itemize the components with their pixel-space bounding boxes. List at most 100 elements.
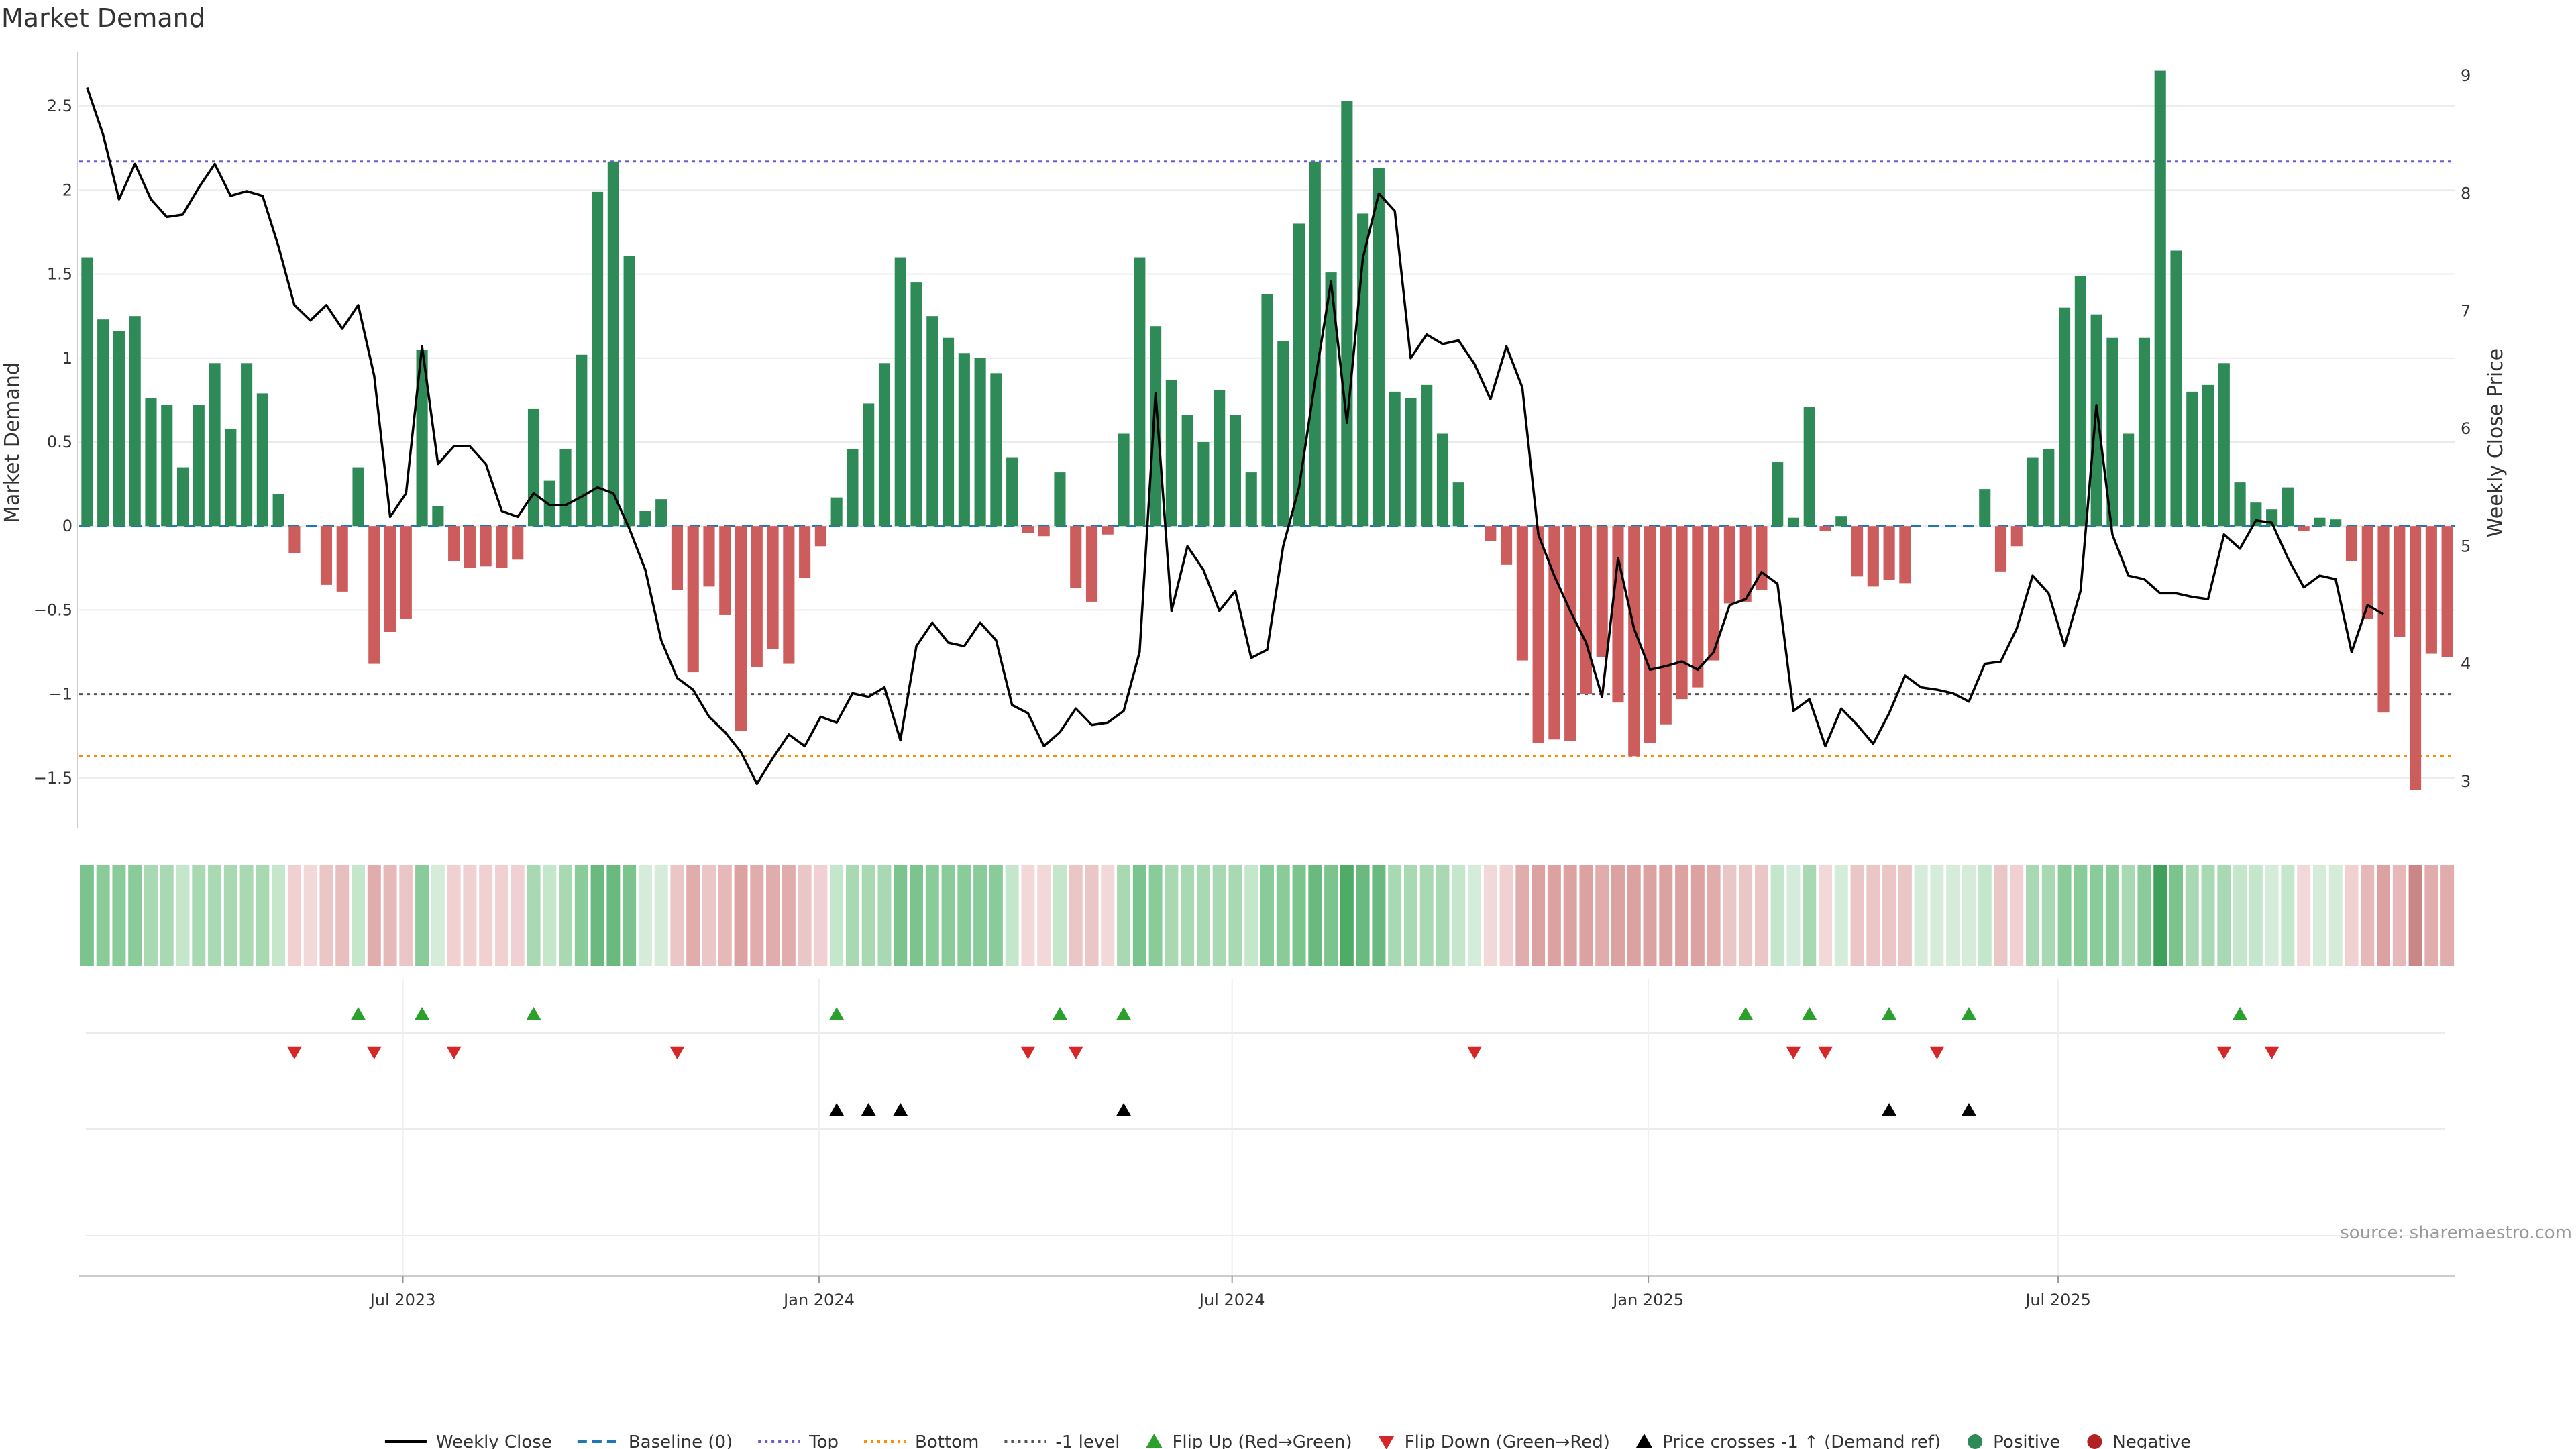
- strip-cell: [2153, 865, 2167, 966]
- y-tick-label: 2.5: [47, 97, 72, 115]
- strip-cell: [814, 865, 828, 966]
- demand-bar: [1373, 168, 1385, 527]
- y-tick-label: 0.5: [47, 433, 72, 451]
- strip-cell: [606, 865, 621, 966]
- strip-cell: [1196, 865, 1210, 966]
- flip-up-marker: [1961, 1007, 1976, 1020]
- demand-bar: [1979, 489, 1991, 527]
- demand-bar: [2027, 457, 2039, 527]
- flip-down-marker: [1467, 1046, 1483, 1059]
- legend-label: Price crosses -1 ↑ (Demand ref): [1662, 1432, 1941, 1449]
- legend-item: Weekly Close: [384, 1432, 552, 1449]
- demand-bar: [1070, 526, 1082, 588]
- demand-bar: [384, 526, 396, 632]
- demand-bar: [1692, 526, 1704, 688]
- strip-cell: [2105, 865, 2119, 966]
- strip-cell: [2377, 865, 2391, 966]
- y-tick-label: −1: [49, 685, 72, 704]
- demand-bar: [1006, 457, 1018, 527]
- y2-tick-label: 3: [2461, 772, 2471, 791]
- demand-bar: [2330, 519, 2342, 527]
- y-tick-label: 2: [62, 180, 72, 199]
- strip-cell: [1898, 865, 1912, 966]
- demand-bar: [352, 467, 364, 527]
- demand-bar: [559, 449, 572, 527]
- strip-cell: [1563, 865, 1577, 966]
- strip-cell: [686, 865, 700, 966]
- strip-cell: [176, 865, 190, 966]
- demand-bar: [2154, 70, 2166, 527]
- strip-cell: [287, 865, 301, 966]
- demand-bar: [241, 363, 253, 527]
- strip-cell: [1053, 865, 1067, 966]
- demand-bar: [1165, 380, 1177, 527]
- flip-down-marker: [286, 1046, 302, 1059]
- strip-cell: [383, 865, 397, 966]
- y2-axis-title: Weekly Close Price: [2484, 348, 2508, 537]
- strip-cell: [766, 865, 780, 966]
- legend-swatch-down-triangle: [1378, 1436, 1395, 1449]
- demand-bar: [1819, 526, 1831, 531]
- demand-bar: [990, 373, 1002, 527]
- strip-cell: [1403, 865, 1417, 966]
- demand-bar: [1739, 526, 1752, 602]
- strip-cell: [431, 865, 445, 966]
- demand-bar: [1723, 526, 1735, 604]
- legend-label: -1 level: [1055, 1432, 1120, 1449]
- demand-bar: [2218, 363, 2230, 527]
- demand-bar: [2138, 337, 2151, 527]
- demand-bar: [288, 526, 301, 553]
- demand-bar: [368, 526, 380, 664]
- demand-bar: [639, 511, 651, 527]
- strip-cell: [1021, 865, 1035, 966]
- strip-cell: [1356, 865, 1370, 966]
- price-cross-marker: [829, 1103, 845, 1116]
- x-tick-label: Jul 2024: [1198, 1291, 1265, 1309]
- legend-item: Flip Down (Green→Red): [1378, 1432, 1610, 1449]
- strip-cell: [1260, 865, 1274, 966]
- strip-cell: [877, 865, 892, 966]
- strip-cell: [1627, 865, 1641, 966]
- strip-cell: [2424, 865, 2438, 966]
- demand-bar: [1628, 526, 1640, 757]
- demand-bar: [129, 316, 141, 527]
- demand-bar: [943, 337, 955, 527]
- demand-bar: [464, 526, 476, 568]
- demand-bar: [2106, 337, 2118, 527]
- demand-bar: [1660, 526, 1672, 724]
- demand-bar: [1994, 526, 2007, 572]
- flip-up-marker: [2233, 1007, 2248, 1020]
- right-axis: 9 8 7 6 5 4 3: [2461, 66, 2471, 791]
- strip-cell: [1324, 865, 1338, 966]
- legend-item: Negative: [2087, 1432, 2191, 1449]
- strip-cell: [160, 865, 174, 966]
- demand-bar: [878, 363, 891, 527]
- demand-bar: [2394, 526, 2406, 637]
- flip-down-marker: [2216, 1046, 2232, 1059]
- strip-cell: [1690, 865, 1705, 966]
- demand-bar: [847, 449, 859, 527]
- demand-bar: [448, 526, 460, 561]
- demand-bar: [1197, 442, 1210, 527]
- strip-cell: [399, 865, 413, 966]
- legend-item: -1 level: [1004, 1432, 1120, 1449]
- price-cross-marker: [861, 1103, 876, 1116]
- x-tick-label: Jan 2025: [1611, 1291, 1684, 1309]
- y2-tick-label: 9: [2461, 66, 2471, 85]
- strip-cell: [1643, 865, 1657, 966]
- demand-bar: [2441, 526, 2453, 657]
- demand-bar: [1261, 294, 1273, 527]
- demand-bar: [926, 316, 938, 527]
- demand-bar: [512, 526, 524, 560]
- strip-cell: [256, 865, 270, 966]
- price-cross-marker: [1882, 1103, 1897, 1116]
- strip-cell: [798, 865, 812, 966]
- flip-down-marker: [366, 1046, 382, 1059]
- legend-swatch-up-triangle: [1146, 1434, 1163, 1448]
- demand-bar: [799, 526, 811, 578]
- strip-cell: [1675, 865, 1689, 966]
- strip-cell: [1707, 865, 1721, 966]
- demand-bar: [814, 526, 826, 547]
- legend-label: Baseline (0): [629, 1432, 733, 1449]
- demand-bar: [400, 526, 412, 619]
